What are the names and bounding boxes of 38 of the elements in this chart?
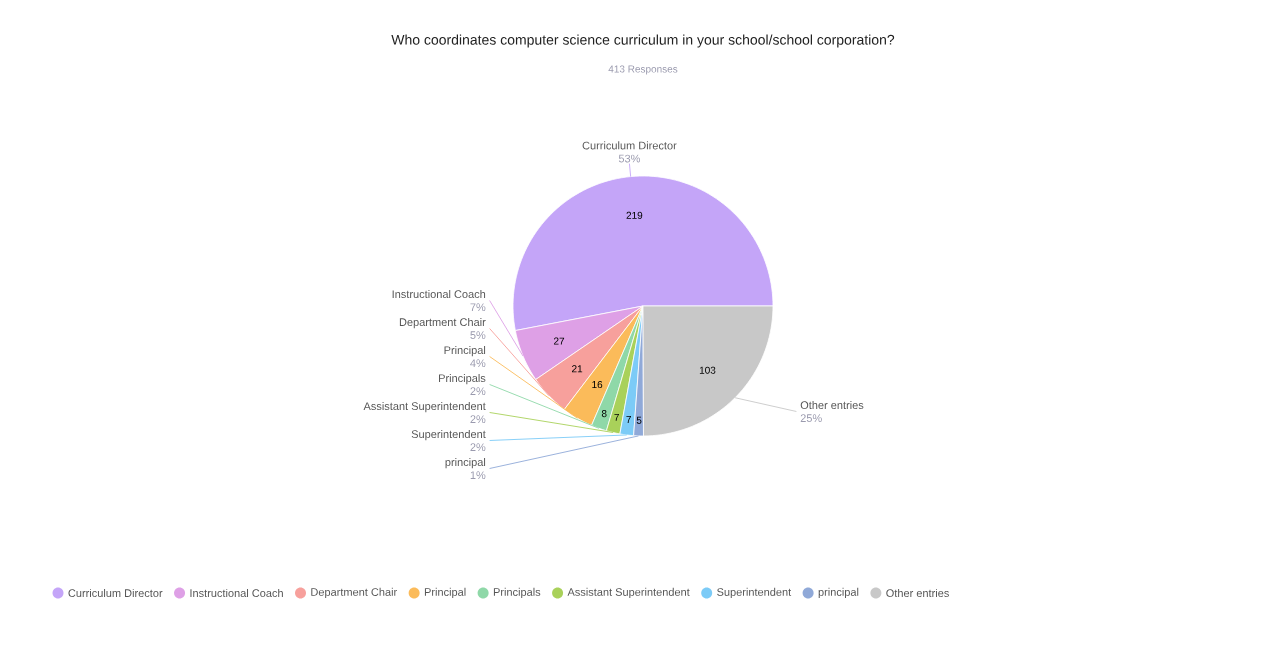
- data-label: 8: [601, 410, 607, 418]
- legend-label: Superintendent: [717, 587, 792, 599]
- slice-label: Other entries: [800, 400, 864, 410]
- text: 53%: [618, 154, 641, 163]
- slice-label: Instructional Coach: [392, 289, 486, 299]
- chart-subtitle: 413 Responses: [608, 65, 678, 75]
- slice-label: Principal: [444, 345, 486, 357]
- legend-label: Other entries: [886, 588, 949, 598]
- text: 2%: [470, 443, 486, 451]
- slice-label: Superintendent: [411, 429, 486, 441]
- data-label: 5: [636, 416, 642, 424]
- slice-label: Principals: [439, 373, 486, 385]
- legend-label: Curriculum Director: [68, 588, 163, 598]
- data-label: 27: [553, 337, 565, 345]
- legend-label: Principal: [424, 587, 466, 599]
- legend-label: Assistant Superintendent: [567, 587, 690, 599]
- slice-label: Curriculum Director: [582, 141, 677, 150]
- text: 7%: [470, 303, 486, 311]
- data-label: 7: [614, 413, 619, 421]
- text: 4%: [470, 359, 486, 367]
- chart-title: Who coordinates computer science curriculum in your school/school corporation?: [391, 34, 895, 48]
- text: 5%: [470, 331, 486, 340]
- slice-label: Department Chair: [399, 317, 486, 329]
- slice-label: Assistant Superintendent: [363, 401, 486, 413]
- text: 1%: [470, 471, 486, 479]
- data-label: 219: [626, 211, 643, 219]
- data-label: 103: [699, 366, 716, 374]
- text: 2%: [470, 387, 486, 395]
- slice-label: principal: [445, 457, 486, 469]
- legend-label: principal: [818, 587, 859, 599]
- legend-label: Instructional Coach: [190, 588, 283, 598]
- data-label: 16: [592, 381, 603, 389]
- data-label: 7: [626, 416, 631, 423]
- legend-label: Principals: [493, 587, 541, 599]
- data-label: 21: [572, 365, 583, 373]
- legend-label: Department Chair: [311, 587, 398, 599]
- text: 2%: [470, 415, 486, 423]
- text: 25%: [800, 414, 822, 423]
